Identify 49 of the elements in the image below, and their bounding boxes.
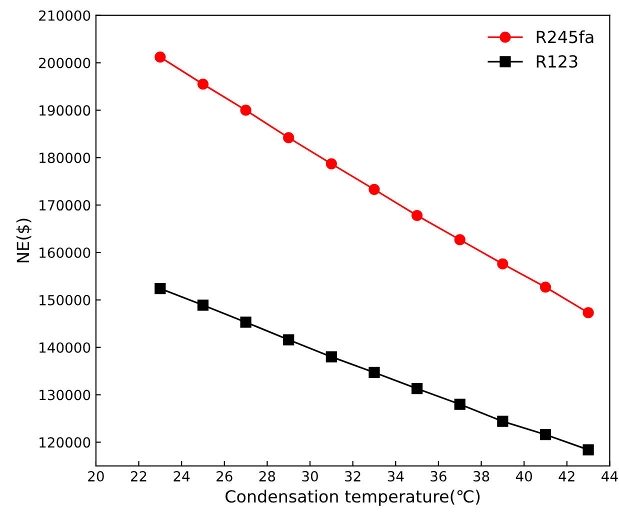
point (454, 234, 466, 246)
y-tick-label: 200000 (39, 58, 90, 68)
y-tick-label: 150000 (40, 294, 90, 306)
point (454, 398, 466, 410)
point (283, 132, 294, 144)
legend-label: R245fa (536, 30, 594, 44)
point (197, 300, 209, 311)
x-tick-label: 30 (302, 471, 318, 482)
x-tick-label: 34 (388, 471, 404, 482)
point (497, 416, 508, 427)
x-tick-label: 24 (174, 471, 190, 482)
y-axis-title: NE($) (16, 218, 32, 262)
y-tick-label: 130000 (40, 390, 90, 400)
y-tick-label: 120000 (40, 437, 90, 448)
x-tick-label: 28 (259, 471, 276, 482)
x-tick-label: 42 (558, 471, 574, 482)
point (240, 104, 252, 116)
point (540, 429, 552, 440)
point (411, 210, 423, 222)
point (411, 383, 423, 394)
x-tick-label: 22 (130, 471, 146, 482)
point (326, 351, 337, 362)
point (197, 78, 209, 90)
point (154, 52, 166, 63)
y-tick-label: 140000 (40, 342, 90, 353)
x-tick-label: 26 (216, 471, 232, 482)
point (154, 282, 166, 294)
y-tick-label: 160000 (40, 247, 90, 258)
legend-label: R123 (536, 55, 578, 68)
y-tick-label: 190000 (40, 105, 90, 116)
point (368, 366, 380, 378)
y-tick-label: 170000 (40, 200, 90, 211)
point (326, 158, 337, 170)
point (368, 184, 380, 195)
point (240, 316, 252, 328)
x-tick-label: 32 (345, 471, 360, 482)
point (582, 444, 594, 456)
point (582, 307, 594, 318)
y-tick-label: 180000 (40, 152, 90, 164)
y-tick-label: 210000 (39, 10, 90, 21)
point (283, 334, 294, 346)
point (540, 282, 552, 293)
x-axis-title: Condensation temperature(℃) (226, 490, 480, 506)
x-tick-label: 40 (516, 471, 532, 482)
x-tick-label: 20 (88, 471, 104, 482)
point (497, 258, 508, 270)
x-tick-label: 44 (602, 471, 618, 482)
x-tick-label: 38 (473, 471, 490, 482)
x-tick-label: 36 (430, 471, 446, 482)
